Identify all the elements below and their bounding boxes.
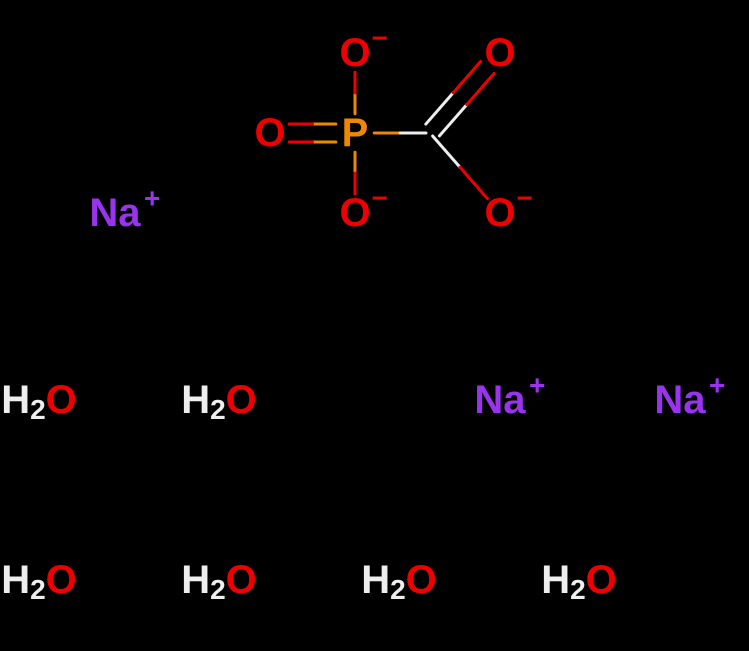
atom-O: O [254,111,285,155]
atom-O: O− [339,182,388,235]
atom-Na: Na+ [89,182,160,235]
svg-text:H2O: H2O [181,378,257,424]
water: H2O [1,378,77,424]
atom-O: O [484,31,515,75]
water: H2O [541,558,617,604]
atom-O: O− [339,22,388,75]
svg-text:H2O: H2O [1,558,77,604]
svg-text:−: − [372,182,388,213]
svg-text:+: + [144,182,160,213]
atom-Na: Na+ [474,369,545,422]
svg-text:H2O: H2O [541,558,617,604]
bonds [289,62,494,199]
svg-text:−: − [372,22,388,53]
svg-text:P: P [342,111,369,155]
atom-P: P [342,111,369,155]
svg-text:−: − [517,182,533,213]
water: H2O [181,378,257,424]
water: H2O [1,558,77,604]
svg-text:Na: Na [474,378,526,422]
svg-text:H2O: H2O [181,558,257,604]
svg-text:Na: Na [654,378,706,422]
svg-text:H2O: H2O [361,558,437,604]
svg-text:O: O [254,111,285,155]
svg-text:+: + [529,369,545,400]
water: H2O [181,558,257,604]
svg-text:H2O: H2O [1,378,77,424]
water: H2O [361,558,437,604]
atom-Na: Na+ [654,369,725,422]
atom-labels: O−POO−O−ONa+Na+Na+H2OH2OH2OH2OH2OH2O [1,22,725,604]
svg-text:O: O [484,31,515,75]
svg-text:+: + [709,369,725,400]
svg-text:Na: Na [89,191,141,235]
svg-text:O: O [484,191,515,235]
svg-text:O: O [339,31,370,75]
atom-O: O− [484,182,533,235]
svg-text:O: O [339,191,370,235]
